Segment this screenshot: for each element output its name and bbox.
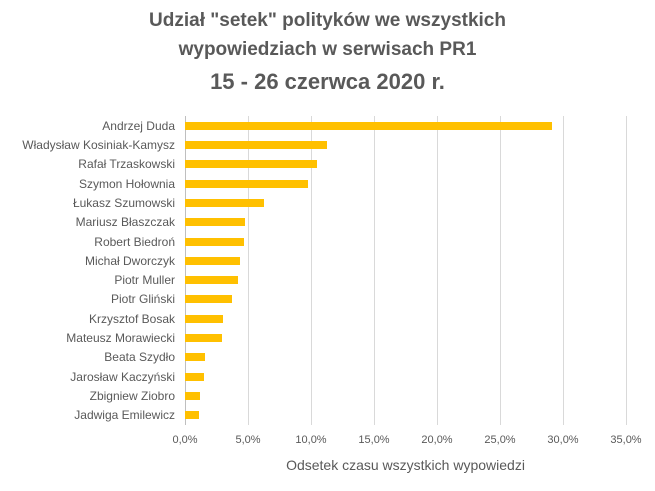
bar	[185, 353, 206, 362]
chart-subtitle-date: 15 - 26 czerwca 2020 r.	[210, 69, 445, 94]
gridline	[311, 116, 312, 425]
bar	[185, 179, 309, 188]
category-label: Piotr Muller	[114, 273, 175, 288]
x-tick-label: 35,0%	[610, 434, 642, 446]
x-tick-label: 25,0%	[484, 434, 516, 446]
category-label: Łukasz Szumowski	[72, 195, 175, 210]
bar	[185, 160, 318, 169]
bar	[185, 411, 199, 420]
chart-title-line-1: Udział "setek" polityków we wszystkich	[149, 10, 506, 31]
chart-title-line-2: wypowiedziach w serwisach PR1	[178, 39, 477, 60]
x-tick-label: 10,0%	[295, 434, 327, 446]
category-label: Michał Dworczyk	[84, 253, 175, 268]
category-label: Piotr Gliński	[110, 292, 175, 307]
x-tick-label: 5,0%	[235, 434, 261, 446]
bar	[185, 121, 552, 130]
category-label: Andrzej Duda	[102, 118, 175, 133]
category-label: Szymon Hołownia	[78, 176, 175, 191]
category-label: Zbigniew Ziobro	[89, 389, 175, 404]
gridline	[437, 116, 438, 425]
category-label: Mateusz Morawiecki	[66, 331, 175, 346]
x-tick-label: 20,0%	[421, 434, 453, 446]
bar	[185, 140, 328, 149]
category-label: Jarosław Kaczyński	[70, 369, 175, 384]
gridline	[248, 116, 249, 425]
x-axis-label: Odsetek czasu wszystkich wypowiedzi	[286, 457, 525, 473]
category-label: Mariusz Błaszczak	[75, 215, 175, 230]
bar	[185, 256, 241, 265]
gridline	[374, 116, 375, 425]
bar	[185, 334, 222, 343]
x-tick-label: 15,0%	[358, 434, 390, 446]
category-label: Rafał Trzaskowski	[78, 157, 175, 172]
bar	[185, 276, 238, 285]
category-label: Krzysztof Bosak	[88, 311, 175, 326]
gridline	[626, 116, 627, 425]
category-label: Robert Biedroń	[94, 234, 175, 249]
bar	[185, 372, 204, 381]
gridline	[500, 116, 501, 425]
bar	[185, 218, 246, 227]
category-label: Jadwiga Emilewicz	[74, 408, 175, 423]
bar	[185, 295, 232, 304]
x-tick-label: 0,0%	[172, 434, 198, 446]
gridline	[563, 116, 564, 425]
bar	[185, 392, 201, 401]
category-label: Beata Szydło	[104, 350, 175, 365]
bar	[185, 237, 245, 246]
x-tick-label: 30,0%	[547, 434, 579, 446]
bar	[185, 314, 223, 323]
value-axis-line	[185, 116, 186, 425]
bar	[185, 198, 265, 207]
category-label: Władysław Kosiniak-Kamysz	[22, 137, 175, 152]
plot-area	[185, 116, 627, 425]
